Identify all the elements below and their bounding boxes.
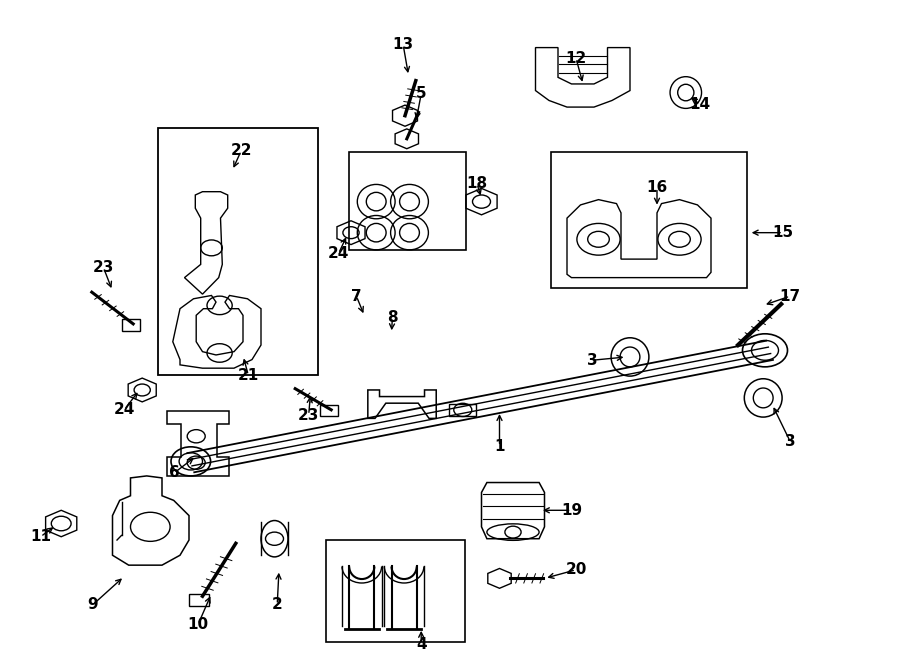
Text: 14: 14 — [689, 97, 711, 112]
Bar — [189, 594, 209, 606]
Bar — [122, 319, 140, 330]
Text: 7: 7 — [351, 289, 362, 303]
Text: 11: 11 — [30, 529, 51, 544]
Text: 17: 17 — [779, 289, 801, 303]
Text: 22: 22 — [230, 143, 252, 158]
Text: 23: 23 — [93, 260, 114, 275]
Bar — [349, 152, 466, 250]
Text: 18: 18 — [466, 176, 488, 191]
Text: 20: 20 — [565, 563, 587, 577]
Text: 4: 4 — [416, 637, 427, 652]
Text: 6: 6 — [169, 465, 180, 480]
Text: 12: 12 — [565, 51, 587, 65]
Text: 5: 5 — [416, 87, 427, 101]
Text: 24: 24 — [113, 403, 135, 417]
Text: 16: 16 — [646, 180, 668, 195]
Text: 1: 1 — [494, 439, 505, 453]
Text: 15: 15 — [772, 225, 794, 240]
Text: 24: 24 — [328, 247, 349, 261]
Text: 13: 13 — [392, 38, 414, 52]
Bar — [158, 128, 318, 375]
Text: 8: 8 — [387, 310, 398, 325]
Text: 21: 21 — [238, 368, 259, 383]
Text: 2: 2 — [272, 598, 283, 612]
Text: 3: 3 — [587, 353, 598, 368]
Text: 10: 10 — [187, 617, 209, 632]
Text: 23: 23 — [298, 408, 320, 422]
Bar — [326, 540, 465, 642]
Bar — [320, 405, 338, 416]
Bar — [551, 152, 747, 288]
Text: 3: 3 — [785, 434, 796, 449]
Text: 19: 19 — [561, 503, 582, 518]
Text: 9: 9 — [87, 598, 98, 612]
